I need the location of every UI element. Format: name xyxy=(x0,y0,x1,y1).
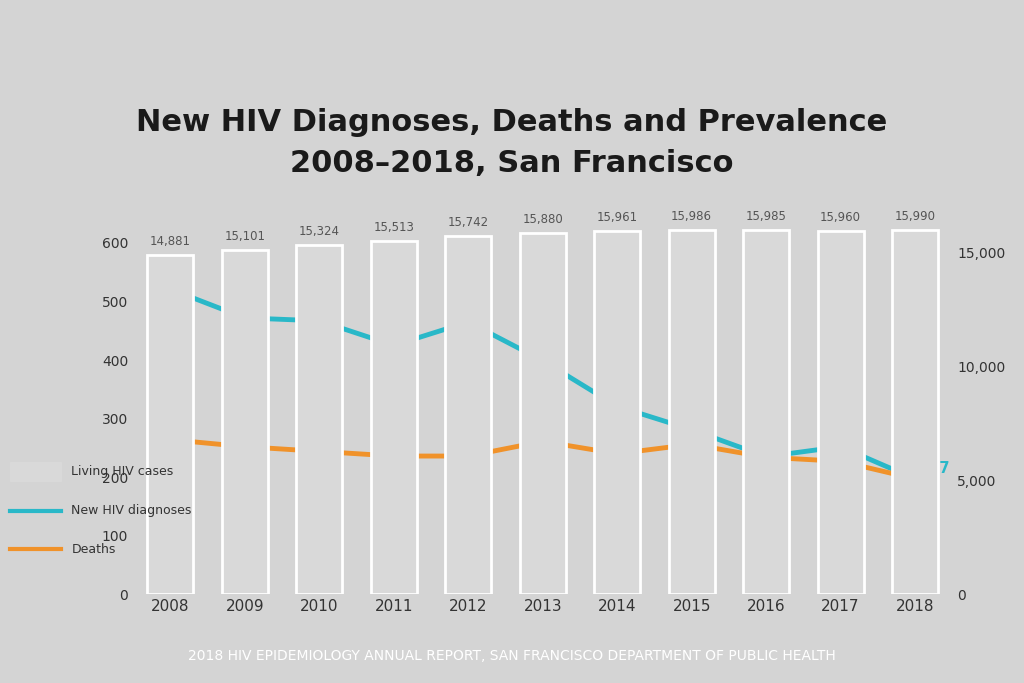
Text: 244: 244 xyxy=(304,473,335,488)
Text: 15,101: 15,101 xyxy=(224,230,265,243)
Text: 227: 227 xyxy=(825,484,856,499)
Text: 399: 399 xyxy=(527,332,558,347)
Text: 240: 240 xyxy=(602,476,633,491)
Text: 197: 197 xyxy=(900,501,931,516)
Text: 235: 235 xyxy=(751,428,781,443)
Bar xyxy=(222,251,268,594)
Bar xyxy=(147,255,194,594)
Text: 15,880: 15,880 xyxy=(522,212,563,225)
Text: 256: 256 xyxy=(677,466,707,482)
Text: 15,324: 15,324 xyxy=(299,225,340,238)
Text: 261: 261 xyxy=(527,464,558,479)
Text: New HIV Diagnoses, Deaths and Prevalence: New HIV Diagnoses, Deaths and Prevalence xyxy=(136,108,888,137)
Bar xyxy=(817,231,863,594)
Bar xyxy=(892,230,938,594)
Text: 252: 252 xyxy=(229,469,260,484)
Bar xyxy=(296,245,342,594)
Text: 521: 521 xyxy=(155,260,185,275)
Bar xyxy=(669,230,715,594)
Text: 15,986: 15,986 xyxy=(671,210,712,223)
Text: 234: 234 xyxy=(751,479,781,494)
Text: 2008–2018, San Francisco: 2008–2018, San Francisco xyxy=(290,149,734,178)
Text: 264: 264 xyxy=(156,462,185,477)
Text: Deaths: Deaths xyxy=(72,542,116,556)
Text: 2018 HIV EPIDEMIOLOGY ANNUAL REPORT, SAN FRANCISCO DEPARTMENT OF PUBLIC HEALTH: 2018 HIV EPIDEMIOLOGY ANNUAL REPORT, SAN… xyxy=(188,649,836,663)
Text: 236: 236 xyxy=(453,478,483,493)
Bar xyxy=(371,241,417,594)
Bar xyxy=(445,236,492,594)
Text: 15,961: 15,961 xyxy=(597,211,638,224)
Bar xyxy=(594,231,640,594)
Text: 14,881: 14,881 xyxy=(150,236,190,249)
Text: 465: 465 xyxy=(453,293,483,308)
Text: 252: 252 xyxy=(825,418,856,433)
Text: 281: 281 xyxy=(677,401,707,416)
Text: Living HIV cases: Living HIV cases xyxy=(72,464,174,478)
Text: 472: 472 xyxy=(229,289,260,304)
Text: 425: 425 xyxy=(372,316,402,331)
Text: 236: 236 xyxy=(379,478,409,493)
Text: 15,513: 15,513 xyxy=(374,221,415,234)
Text: 197: 197 xyxy=(920,461,950,476)
Text: 15,960: 15,960 xyxy=(820,211,861,224)
Text: 467: 467 xyxy=(304,292,335,307)
Text: New HIV diagnoses: New HIV diagnoses xyxy=(72,504,191,518)
Bar xyxy=(519,233,566,594)
FancyBboxPatch shape xyxy=(10,462,60,481)
Text: 321: 321 xyxy=(602,378,633,393)
Text: 15,985: 15,985 xyxy=(745,210,786,223)
Text: 15,990: 15,990 xyxy=(895,210,936,223)
Bar xyxy=(743,230,790,594)
Text: 15,742: 15,742 xyxy=(447,216,488,229)
